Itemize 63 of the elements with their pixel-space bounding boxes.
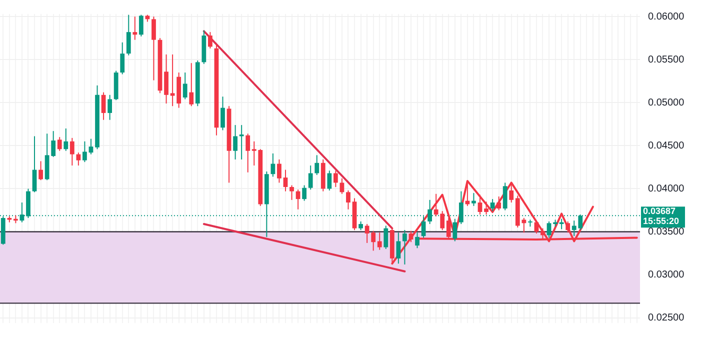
candlestick xyxy=(566,220,570,234)
candlestick xyxy=(340,178,344,194)
candlestick xyxy=(277,158,282,184)
candlestick xyxy=(333,170,338,188)
candlestick xyxy=(402,230,407,265)
candlestick xyxy=(452,218,458,242)
candlestick xyxy=(346,190,350,210)
candlestick xyxy=(270,152,276,178)
y-tick-label: 0.03500 xyxy=(648,226,685,238)
y-tick-label: 0.03000 xyxy=(648,270,685,281)
candlestick xyxy=(170,54,175,107)
candlestick xyxy=(82,140,87,163)
candlestick xyxy=(138,14,144,37)
candlestick xyxy=(308,164,313,190)
candlestick xyxy=(101,92,106,120)
text: 15:55:20 xyxy=(643,216,680,226)
candlestick xyxy=(472,192,476,206)
candlestick xyxy=(208,32,212,49)
candlestick xyxy=(152,16,156,81)
candlestick xyxy=(32,136,37,193)
candlestick xyxy=(408,230,414,243)
candlestick xyxy=(126,14,131,56)
candlestick xyxy=(396,232,401,264)
candlestick xyxy=(182,72,188,100)
candlestick xyxy=(189,62,194,107)
ref-line-label: 0.03687 xyxy=(643,206,676,216)
candlestick xyxy=(559,218,564,230)
candlestick xyxy=(290,184,294,200)
candlestick xyxy=(239,124,244,160)
y-tick-label: 0.05000 xyxy=(648,97,685,108)
y-tick-label: 0.05500 xyxy=(648,54,685,66)
candlestick xyxy=(314,154,320,176)
candlestick xyxy=(76,152,81,166)
candlestick xyxy=(384,225,388,250)
candlestick xyxy=(546,220,552,238)
candlestick xyxy=(283,169,288,192)
y-tick-label: 0.02500 xyxy=(648,312,685,324)
candlestick xyxy=(233,124,238,160)
candlestick xyxy=(220,96,225,131)
candlestick xyxy=(246,133,250,173)
candlestick xyxy=(108,94,112,120)
candlestick xyxy=(164,54,168,104)
candlestick xyxy=(302,184,307,202)
candlestick xyxy=(120,42,125,75)
candlestick xyxy=(88,138,94,155)
y-tick-label: 0.06000 xyxy=(648,11,685,22)
candlestick xyxy=(38,160,43,181)
candlestick xyxy=(132,16,138,40)
candlestick xyxy=(327,170,332,191)
candlestick xyxy=(484,201,488,216)
candlestick xyxy=(496,196,502,211)
candlestick xyxy=(509,182,514,203)
candlestick xyxy=(57,136,62,152)
candlestick xyxy=(415,232,420,249)
candlestick xyxy=(64,128,68,152)
candlestick xyxy=(377,232,382,250)
y-tick-label: 0.04500 xyxy=(648,140,685,152)
y-tick-label: 0.04000 xyxy=(648,183,685,194)
candlestick xyxy=(534,220,539,234)
candlestick xyxy=(502,182,508,211)
candlestick xyxy=(70,137,74,166)
candlestick xyxy=(478,194,482,216)
candlestick xyxy=(490,198,495,212)
